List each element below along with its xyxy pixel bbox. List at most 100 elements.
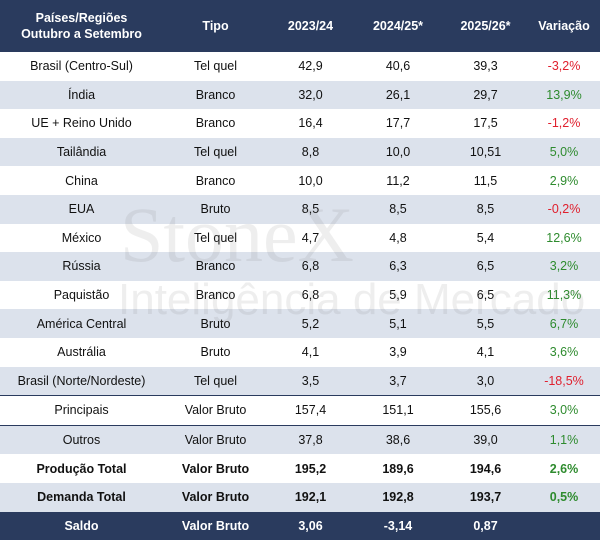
value-cell: 3,7 [353,367,443,396]
value-cell: 6,8 [268,252,353,281]
value-cell: 39,0 [443,425,528,454]
value-cell: 155,6 [443,396,528,426]
value-cell: 11,2 [353,166,443,195]
value-cell: Valor Bruto [163,425,268,454]
value-cell: 10,0 [268,166,353,195]
value-cell: 32,0 [268,81,353,110]
value-cell: 4,1 [443,338,528,367]
value-cell: 195,2 [268,454,353,483]
variation-cell: 3,6% [528,338,600,367]
region-cell: Principais [0,396,163,426]
region-cell: EUA [0,195,163,224]
value-cell: 26,1 [353,81,443,110]
value-cell: Bruto [163,195,268,224]
variation-cell: 0,5% [528,483,600,512]
variation-cell: 5,0% [528,138,600,167]
value-cell: Valor Bruto [163,454,268,483]
header-line: 2023/24 [268,18,353,34]
value-cell: 0,87 [443,512,528,540]
column-header: 2024/25* [353,0,443,52]
value-cell: 151,1 [353,396,443,426]
value-cell: 11,5 [443,166,528,195]
header-line: Outubro a Setembro [0,26,163,42]
value-cell: 8,8 [268,138,353,167]
value-cell: Branco [163,81,268,110]
region-cell: Índia [0,81,163,110]
column-header: 2023/24 [268,0,353,52]
header-line: 2025/26* [443,18,528,34]
value-cell: 192,1 [268,483,353,512]
value-cell: Branco [163,166,268,195]
value-cell: 3,06 [268,512,353,540]
value-cell: Tel quel [163,52,268,81]
value-cell: Tel quel [163,367,268,396]
value-cell: 40,6 [353,52,443,81]
value-cell: 8,5 [443,195,528,224]
value-cell: 5,5 [443,309,528,338]
region-cell: Tailândia [0,138,163,167]
value-cell: 16,4 [268,109,353,138]
value-cell: 3,5 [268,367,353,396]
value-cell: Valor Bruto [163,483,268,512]
region-cell: Paquistão [0,281,163,310]
variation-cell: 3,2% [528,252,600,281]
region-cell: Produção Total [0,454,163,483]
value-cell: 5,4 [443,224,528,253]
value-cell: Bruto [163,338,268,367]
variation-cell: 11,3% [528,281,600,310]
value-cell: 6,3 [353,252,443,281]
variation-cell: -0,2% [528,195,600,224]
variation-cell: 12,6% [528,224,600,253]
value-cell: 5,2 [268,309,353,338]
header-line: Tipo [163,18,268,34]
value-cell: 17,7 [353,109,443,138]
region-cell: América Central [0,309,163,338]
value-cell: Branco [163,252,268,281]
value-cell: 5,1 [353,309,443,338]
column-header: Variação [528,0,600,52]
value-cell: 189,6 [353,454,443,483]
value-cell: 194,6 [443,454,528,483]
header-line: Países/Regiões [0,10,163,26]
value-cell: 6,5 [443,281,528,310]
value-cell: 4,1 [268,338,353,367]
value-cell: Tel quel [163,138,268,167]
value-cell: 10,51 [443,138,528,167]
value-cell: 4,7 [268,224,353,253]
empty-cell [528,512,600,540]
variation-cell: 2,6% [528,454,600,483]
variation-cell: 3,0% [528,396,600,426]
value-cell: 6,5 [443,252,528,281]
value-cell: 4,8 [353,224,443,253]
variation-cell: 1,1% [528,425,600,454]
value-cell: 17,5 [443,109,528,138]
variation-cell: -1,2% [528,109,600,138]
value-cell: Tel quel [163,224,268,253]
variation-cell: 2,9% [528,166,600,195]
value-cell: 39,3 [443,52,528,81]
value-cell: Branco [163,281,268,310]
value-cell: 5,9 [353,281,443,310]
value-cell: Bruto [163,309,268,338]
column-header: Tipo [163,0,268,52]
region-cell: Demanda Total [0,483,163,512]
value-cell: 42,9 [268,52,353,81]
region-cell: México [0,224,163,253]
